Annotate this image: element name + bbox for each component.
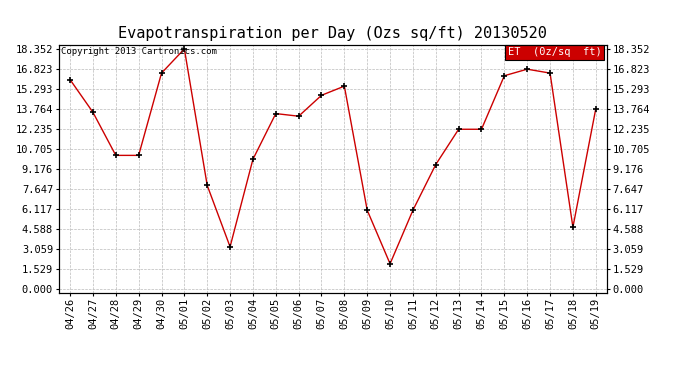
Text: ET  (0z/sq  ft): ET (0z/sq ft)	[508, 48, 602, 57]
Text: Copyright 2013 Cartronics.com: Copyright 2013 Cartronics.com	[61, 48, 217, 57]
Title: Evapotranspiration per Day (Ozs sq/ft) 20130520: Evapotranspiration per Day (Ozs sq/ft) 2…	[119, 26, 547, 41]
